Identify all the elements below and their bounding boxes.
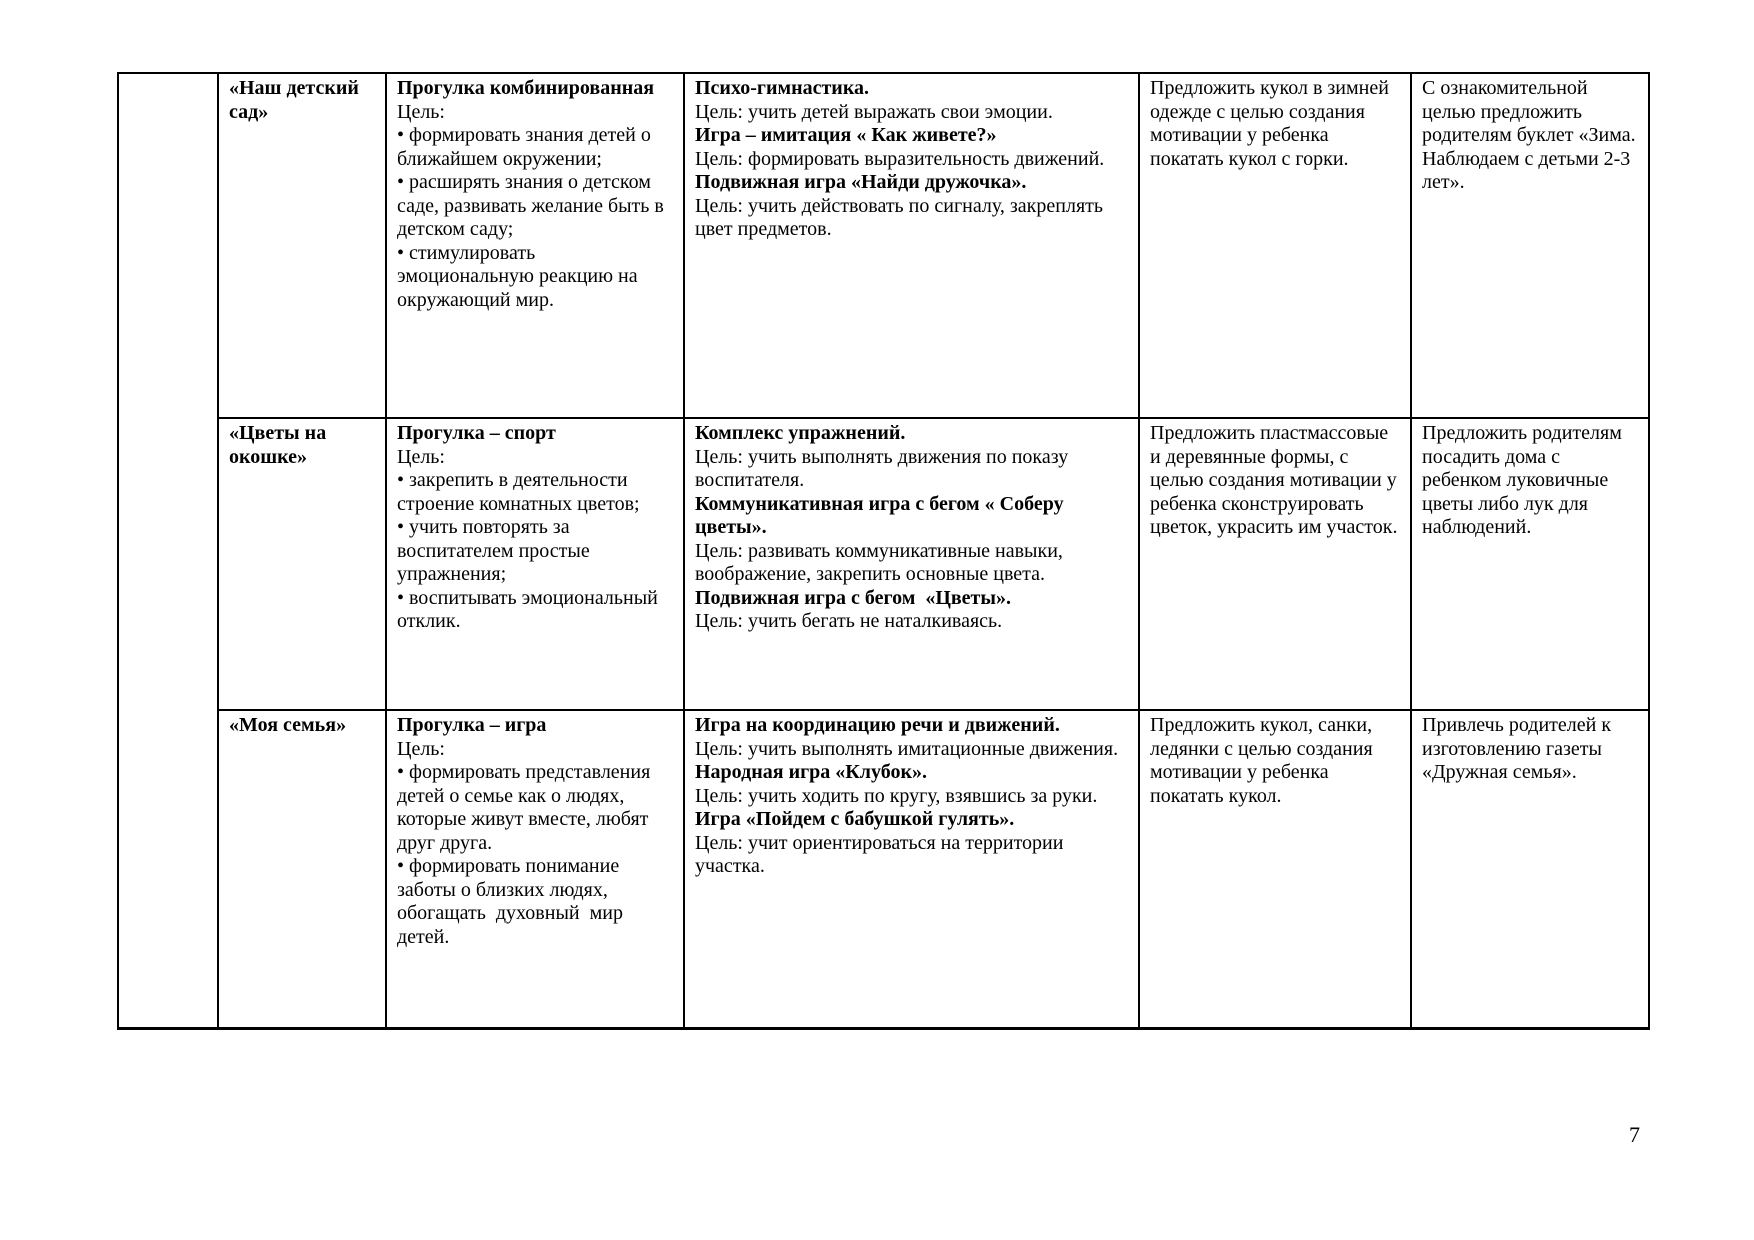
table-row: «Наш детский сад» Прогулка комбинированна… — [117, 72, 1650, 1030]
activity-text: Предложить пластмассовые и деревянные фо… — [1150, 422, 1402, 538]
games-cell: Психо-гимнастика. Цель: учить детей выраж… — [683, 72, 1140, 419]
activity-text: Цель: учит ориентироваться на территории… — [695, 831, 1069, 878]
page-number: 7 — [1629, 1122, 1640, 1147]
activity-text: С ознакомительной целью предложить родит… — [1422, 77, 1641, 193]
motivation-cell: Предложить пластмассовые и деревянные фо… — [1138, 417, 1412, 711]
activity-title: Подвижная игра с бегом «Цветы». — [695, 586, 1011, 609]
topic-title: «Наш детский сад» — [229, 77, 364, 123]
activity-text: Цель: — [397, 445, 445, 468]
activity-title: Игра – имитация « Как живете?» — [695, 124, 997, 146]
activity-text: • воспитывать эмоциональный отклик. — [397, 586, 663, 633]
activity-title: Народная игра «Клубок». — [695, 761, 928, 783]
activity-text: • учить повторять за воспитателем просты… — [397, 516, 595, 585]
activity-text: • закрепить в деятельности строение комн… — [397, 469, 640, 515]
walk-cell: Прогулка – спорт Цель: • закрепить в деяте… — [385, 417, 685, 711]
activity-text: • формировать знания детей о ближайшем о… — [397, 124, 656, 170]
activity-text: Цель: формировать выразительность движен… — [695, 147, 1105, 170]
motivation-cell: Предложить кукол, санки, ледянки с целью… — [1138, 709, 1412, 1030]
activity-text: • расширять знания о детском саде, разви… — [397, 171, 669, 240]
topic-cell: «Цветы на окошке» — [217, 417, 387, 711]
activity-title: Коммуникативная игра с бегом « Соберу цв… — [695, 492, 1069, 539]
activity-title: Игра на координацию речи и движений. — [695, 714, 1060, 736]
activity-text: Цель: — [397, 737, 445, 760]
activity-title: Комплекс упражнений. — [695, 422, 906, 444]
topic-cell: «Наш детский сад» — [217, 72, 387, 419]
activity-text: Привлечь родителей к изготовлению газеты… — [1422, 714, 1617, 783]
games-cell: Игра на координацию речи и движений. Цель… — [683, 709, 1140, 1030]
activity-title: Психо-гимнастика. — [695, 77, 870, 99]
activity-text: • формировать понимание заботы о близких… — [397, 855, 628, 948]
parents-cell: С ознакомительной целью предложить родит… — [1410, 72, 1650, 419]
activity-text: Цель: учить действовать по сигналу, закр… — [695, 194, 1109, 241]
table-row: «Моя семья» Прогулка – игра Цель: • формиро… — [118, 709, 1650, 1030]
activity-text: • стимулировать эмоциональную реакцию на… — [397, 241, 643, 311]
topic-cell: «Моя семья» — [217, 709, 387, 1030]
parents-cell: Предложить родителям посадить дома с реб… — [1410, 417, 1650, 711]
activity-title: Игра «Пойдем с бабушкой гулять». — [695, 808, 1015, 830]
activity-text: Цель: учить детей выражать свои эмоции. — [695, 100, 1053, 123]
motivation-cell: Предложить кукол в зимней одежде с целью… — [1138, 72, 1412, 419]
activity-text: Цель: учить выполнять имитационные движе… — [695, 737, 1119, 760]
activity-title: Прогулка – спорт — [397, 422, 556, 444]
parents-cell: Привлечь родителей к изготовлению газеты… — [1410, 709, 1650, 1030]
activity-text: Предложить родителям посадить дома с реб… — [1422, 422, 1627, 538]
lesson-plan-table: «Наш детский сад» Прогулка комбинированна… — [117, 72, 1650, 1030]
topic-title: «Моя семья» — [229, 714, 347, 736]
activity-text: Цель: учить бегать не наталкиваясь. — [695, 610, 1003, 632]
topic-title: «Цветы на окошке» — [229, 422, 332, 468]
activity-text: Цель: учить ходить по кругу, взявшись за… — [695, 784, 1098, 807]
table-row: «Цветы на окошке» Прогулка – спорт Цель: • … — [118, 417, 1650, 711]
activity-title: Прогулка комбинированная — [397, 77, 655, 99]
activity-text: • формировать представления детей о семь… — [397, 761, 656, 854]
activity-text: Предложить кукол в зимней одежде с целью… — [1150, 77, 1394, 170]
activity-title: Прогулка – игра — [397, 714, 547, 736]
walk-cell: Прогулка комбинированная Цель: • формирова… — [385, 72, 685, 419]
games-cell: Комплекс упражнений. Цель: учить выполнят… — [683, 417, 1140, 711]
activity-text: Цель: развивать коммуникативные навыки, … — [695, 539, 1068, 586]
walk-cell: Прогулка – игра Цель: • формировать предст… — [385, 709, 685, 1030]
empty-left-cell — [117, 72, 219, 1030]
activity-text: Цель: учить выполнять движения по показу… — [695, 445, 1074, 492]
activity-title: Подвижная игра «Найди дружочка». — [695, 171, 1027, 193]
activity-text: Цель: — [397, 100, 445, 123]
activity-text: Предложить кукол, санки, ледянки с целью… — [1150, 714, 1378, 807]
